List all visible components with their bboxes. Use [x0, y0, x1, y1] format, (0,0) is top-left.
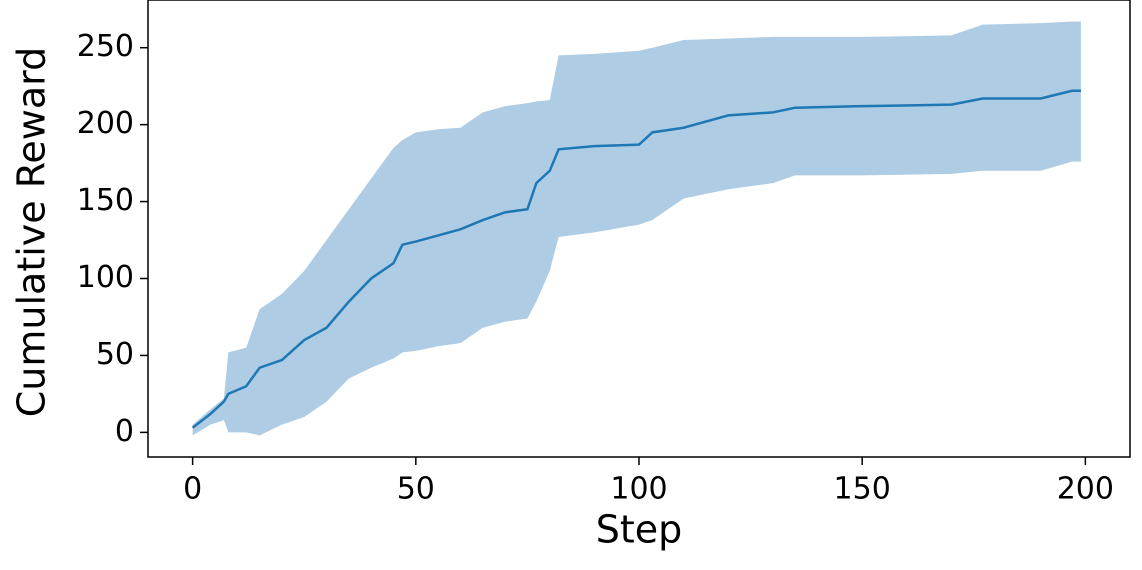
confidence-band	[192, 21, 1081, 436]
x-tick-label: 50	[397, 472, 435, 507]
x-tick-label: 150	[834, 472, 891, 507]
y-tick-label: 0	[115, 414, 134, 449]
x-tick-label: 100	[610, 472, 667, 507]
y-tick-label: 50	[96, 337, 134, 372]
y-tick-label: 250	[77, 29, 134, 64]
x-axis-label: Step	[596, 508, 683, 552]
line	[191, 89, 1081, 429]
y-axis-label: Cumulative Reward	[10, 47, 54, 417]
y-tick-label: 100	[77, 260, 134, 295]
x-tick-label: 0	[183, 472, 202, 507]
x-tick-label: 200	[1057, 472, 1114, 507]
y-tick-label: 150	[77, 183, 134, 218]
y-tick-label: 200	[77, 106, 134, 141]
